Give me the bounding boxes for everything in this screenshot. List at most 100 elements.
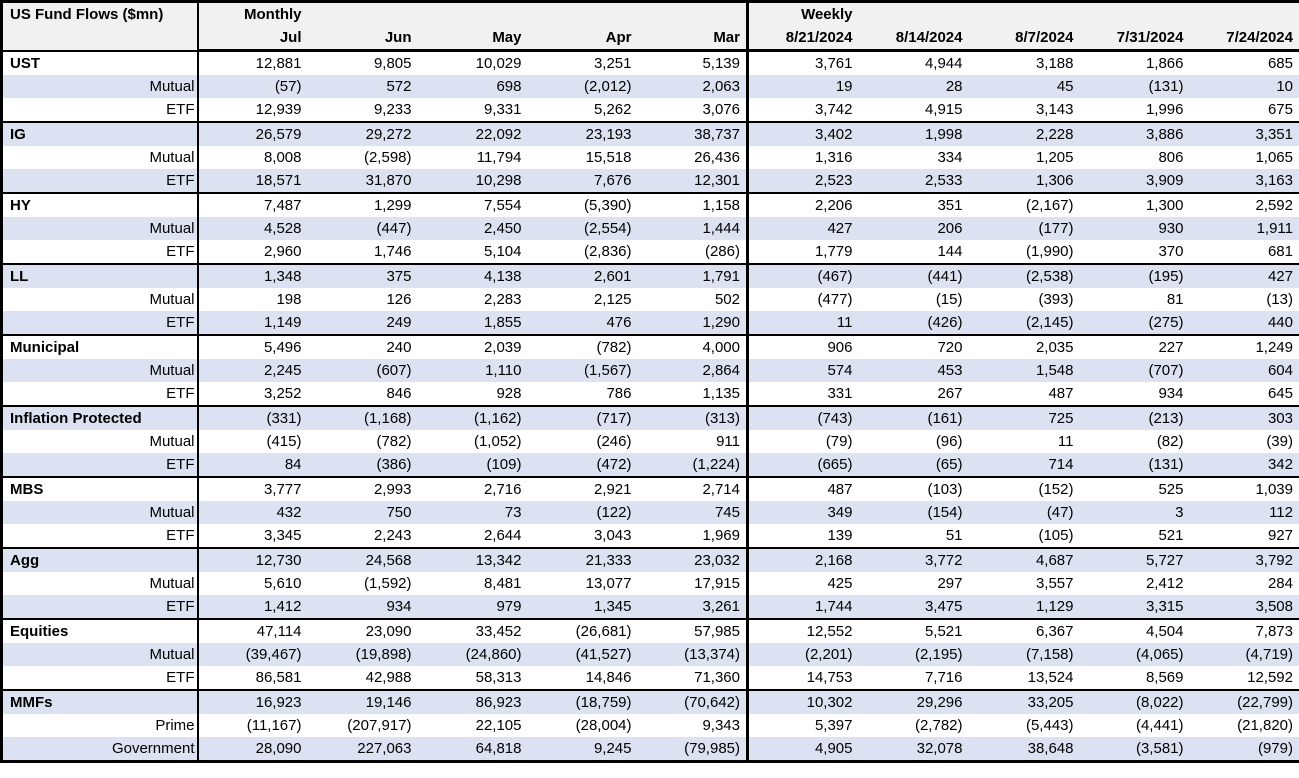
row-group-label: MMFs [1,689,199,714]
value-cell: 240 [307,334,418,359]
value-cell: 29,296 [858,689,969,714]
row-sub-label: Government [1,737,199,762]
row-sub-label: Mutual [1,501,199,524]
value-cell: (195) [1079,263,1190,288]
value-cell: (18,759) [527,689,638,714]
value-cell: 5,104 [483,243,522,260]
value-cell: 1,746 [373,243,412,260]
value-cell: 1,110 [417,359,528,382]
table-body: UST 12,881 9,805 10,029 3,251 5,139 3,761 4,944… [1,49,1299,762]
value-cell: 1,135 [637,382,749,406]
value-cell: 2,523 [747,169,859,193]
value-cell: 525 [1079,476,1190,501]
table-row-mbs: MBS 3,777 2,993 2,716 2,921 2,714 487 (103) (152… [1,476,1299,501]
value-cell: 31,870 [307,169,418,193]
value-cell: 2,245 [197,359,308,382]
value-cell: 9,343 [637,714,749,737]
row-sub-label: Mutual [1,217,199,240]
value-cell: 2,168 [747,547,859,572]
value-cell: 297 [937,575,963,592]
value-cell: 284 [1267,575,1293,592]
value-cell: 86,581 [255,669,302,686]
value-cell: 144 [937,243,963,260]
value-cell: 73 [417,501,528,524]
column-header-jul: Jul [197,26,308,52]
header-spacer [858,1,969,26]
table-row-mutual: Mutual 432 750 73 (122) 745 349 (154) (47) 3 112 [1,501,1299,524]
header-spacer [527,1,638,26]
value-cell: 126 [386,291,412,308]
value-cell: (979) [1189,737,1299,762]
value-cell: 1,412 [197,595,308,619]
value-cell: 42,988 [365,669,412,686]
value-cell: 16,923 [197,689,308,714]
value-cell: 12,730 [197,547,308,572]
value-cell: 12,881 [197,49,308,75]
value-cell: 685 [1189,49,1299,75]
value-cell: 3,345 [263,527,302,544]
column-header-mar: Mar [637,26,749,52]
value-cell: (207,917) [347,717,412,734]
value-cell: 4,528 [197,217,308,240]
value-cell: 2,533 [858,169,969,193]
table-row-mutual: Mutual 5,610 (1,592) 8,481 13,077 17,915 425 29… [1,572,1299,595]
value-cell: 6,367 [968,618,1080,643]
column-header-week-3: 8/7/2024 [968,26,1080,52]
value-cell: 7,716 [924,669,963,686]
value-cell: 81 [1166,291,1184,308]
value-cell: 1,290 [637,311,749,335]
value-cell: (1,224) [637,453,749,477]
value-cell: 1,548 [968,359,1080,382]
value-cell: 7,676 [527,169,638,193]
value-cell: 1,866 [1079,49,1190,75]
value-cell: 2,412 [1145,575,1184,592]
value-cell: 720 [858,334,969,359]
column-header-jun: Jun [307,26,418,52]
value-cell: 675 [1267,101,1293,118]
value-cell: (39,467) [197,643,308,666]
value-cell: 3,475 [858,595,969,619]
value-cell: 22,092 [417,121,528,146]
value-cell: (472) [527,453,638,477]
value-cell: 23,032 [637,547,749,572]
value-cell: 4,000 [637,334,749,359]
table-row-mutual: Mutual (415) (782) (1,052) (246) 911 (79) (96) 1… [1,430,1299,453]
value-cell: 112 [1189,501,1299,524]
value-cell: (1,162) [417,405,528,430]
value-cell: (4,719) [1189,643,1299,666]
value-cell: (1,052) [473,433,522,450]
value-cell: 10 [1189,75,1299,98]
value-cell: 3,076 [637,98,749,122]
table-row-government: Government 28,090 227,063 64,818 9,245 (79,98… [1,737,1299,762]
row-group-label: MBS [1,476,199,501]
row-sub-label: Mutual [1,146,199,169]
value-cell: (213) [1079,405,1190,430]
value-cell: 12,939 [255,101,302,118]
value-cell: 2,714 [637,476,749,501]
value-cell: 14,846 [585,669,632,686]
value-cell: 267 [937,385,963,402]
value-cell: (426) [858,311,969,335]
row-sub-label: ETF [1,98,199,122]
value-cell: (8,022) [1079,689,1190,714]
value-cell: 5,610 [263,575,302,592]
header-spacer [417,1,528,26]
value-cell: 11 [747,311,859,335]
value-cell: 13,342 [417,547,528,572]
column-header-week-2: 8/14/2024 [858,26,969,52]
table-row-mutual: Mutual 8,008 (2,598) 11,794 15,518 26,436 1,31… [1,146,1299,169]
value-cell: 51 [945,527,963,544]
value-cell: 1,911 [1189,217,1299,240]
value-cell: (57) [197,75,308,98]
value-cell: 698 [417,75,528,98]
value-cell: (21,820) [1237,717,1293,734]
value-cell: (2,012) [527,75,638,98]
value-cell: 521 [1158,527,1184,544]
value-cell: 12,592 [1247,669,1293,686]
value-cell: 2,039 [417,334,528,359]
value-cell: 227,063 [307,737,418,762]
table-row-etf: ETF 12,939 9,233 9,331 5,262 3,076 3,742 4,915 3… [1,98,1299,122]
value-cell: 750 [307,501,418,524]
value-cell: 2,993 [307,476,418,501]
value-cell: 14,753 [806,669,853,686]
